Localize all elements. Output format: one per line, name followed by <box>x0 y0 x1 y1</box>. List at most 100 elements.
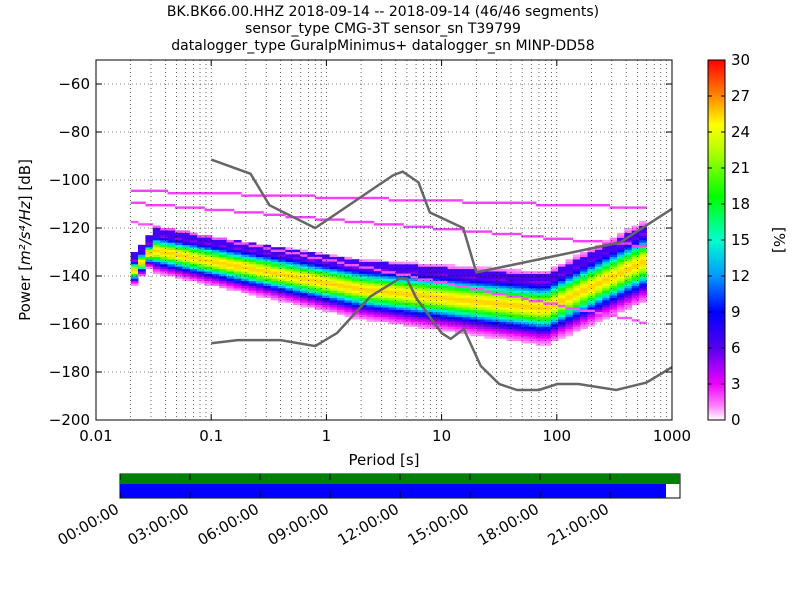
heatmap-cell <box>609 307 618 310</box>
heatmap-cell <box>543 304 552 308</box>
heatmap-cell <box>270 285 279 289</box>
heatmap-cell <box>314 300 323 303</box>
heatmap-cell <box>543 292 552 296</box>
heatmap-cell <box>432 309 441 313</box>
heatmap-cell <box>454 304 463 308</box>
heatmap-cell <box>211 278 220 282</box>
heatmap-cell <box>631 240 640 243</box>
heatmap-cell <box>381 280 389 284</box>
heatmap-outlier <box>572 307 581 310</box>
heatmap-cell <box>454 278 463 282</box>
heatmap-cell <box>241 288 249 291</box>
heatmap-cell <box>477 312 485 315</box>
heatmap-cell <box>366 319 375 322</box>
heatmap-cell <box>587 321 596 325</box>
heatmap-cell <box>617 264 625 267</box>
heatmap-cell <box>329 288 338 291</box>
heatmap-cell <box>617 304 625 308</box>
heatmap-cell <box>197 271 205 274</box>
heatmap-cell <box>580 268 588 272</box>
heatmap-cell <box>138 247 146 250</box>
heatmap-cell <box>624 295 633 298</box>
heatmap-cell <box>484 309 493 313</box>
heatmap-cell <box>425 290 434 294</box>
heatmap-cell <box>241 247 249 250</box>
heatmap-cell <box>580 252 588 255</box>
heatmap-cell <box>535 328 544 332</box>
heatmap-cell <box>204 276 213 279</box>
heatmap-cell <box>425 266 434 270</box>
heatmap-cell <box>609 256 618 260</box>
heatmap-outlier <box>152 225 161 228</box>
heatmap-cell <box>447 290 456 294</box>
heatmap-cell <box>513 285 522 289</box>
heatmap-cell <box>182 278 191 282</box>
heatmap-cell <box>513 292 522 296</box>
heatmap-cell <box>152 237 161 241</box>
heatmap-outlier <box>359 266 367 269</box>
heatmap-outlier <box>454 285 463 288</box>
heatmap-cell <box>174 247 183 250</box>
heatmap-cell <box>145 256 154 260</box>
heatmap-cell <box>558 264 566 267</box>
heatmap-cell <box>565 333 574 337</box>
heatmap-cell <box>550 295 559 298</box>
heatmap-outlier <box>631 206 640 209</box>
heatmap-cell <box>528 278 537 282</box>
heatmap-cell <box>617 302 625 306</box>
heatmap-cell <box>270 288 279 291</box>
heatmap-cell <box>639 288 647 291</box>
heatmap-cell <box>233 271 242 274</box>
heatmap-cell <box>558 268 566 272</box>
heatmap-cell <box>351 304 360 308</box>
heatmap-cell <box>373 297 382 301</box>
heatmap-cell <box>255 285 264 289</box>
heatmap-cell <box>359 278 367 282</box>
heatmap-cell <box>580 273 588 277</box>
heatmap-outlier <box>329 196 338 200</box>
heatmap-cell <box>454 280 463 284</box>
heatmap-cell <box>624 302 633 306</box>
heatmap-cell <box>639 223 647 226</box>
heatmap-cell <box>403 290 412 294</box>
heatmap-outlier <box>197 192 205 195</box>
heatmap-cell <box>255 278 264 282</box>
heatmap-cell <box>565 278 574 282</box>
heatmap-cell <box>366 300 375 303</box>
heatmap-cell <box>462 324 470 327</box>
heatmap-cell <box>477 295 485 298</box>
heatmap-cell <box>410 300 419 303</box>
heatmap-cell <box>587 314 596 318</box>
heatmap-cell <box>535 343 544 346</box>
heatmap-outlier <box>160 189 168 192</box>
heatmap-cell <box>506 290 515 294</box>
heatmap-cell <box>204 268 213 272</box>
heatmap-cell <box>285 261 294 265</box>
heatmap-cell <box>609 288 618 291</box>
heatmap-cell <box>617 256 625 260</box>
heatmap-cell <box>226 249 235 253</box>
heatmap-cell <box>565 295 574 298</box>
y-tick-label: −80 <box>58 123 90 141</box>
heatmap-cell <box>447 314 456 318</box>
heatmap-cell <box>609 273 618 277</box>
heatmap-cell <box>543 290 552 294</box>
heatmap-cell <box>204 266 213 270</box>
heatmap-cell <box>255 247 264 250</box>
heatmap-outlier <box>226 208 235 212</box>
heatmap-outlier <box>152 189 161 192</box>
heatmap-cell <box>535 319 544 322</box>
heatmap-cell <box>550 278 559 282</box>
heatmap-cell <box>337 304 345 308</box>
heatmap-cell <box>403 288 412 291</box>
heatmap-cell <box>447 285 456 289</box>
heatmap-cell <box>432 312 441 315</box>
heatmap-cell <box>521 314 529 318</box>
heatmap-cell <box>631 256 640 260</box>
heatmap-cell <box>572 288 581 291</box>
heatmap-cell <box>469 302 478 306</box>
heatmap-cell <box>248 271 257 274</box>
heatmap-cell <box>535 307 544 310</box>
heatmap-cell <box>307 271 316 274</box>
heatmap-cell <box>491 321 500 325</box>
